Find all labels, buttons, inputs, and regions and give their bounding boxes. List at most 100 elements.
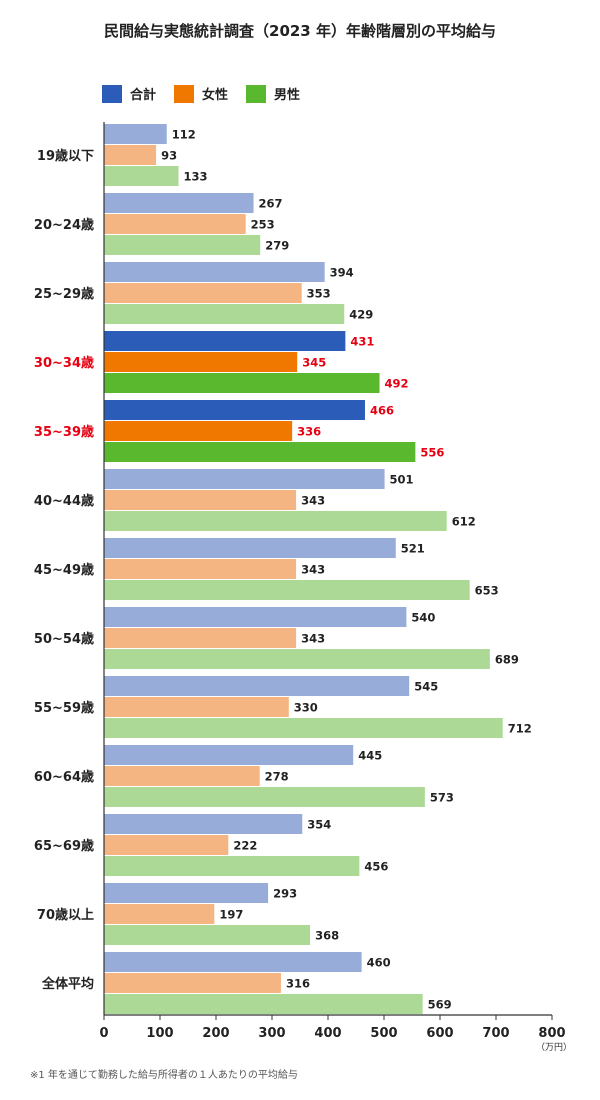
bar — [104, 904, 215, 924]
legend-label: 合計 — [130, 88, 157, 103]
bar — [104, 856, 360, 876]
bar — [104, 214, 246, 234]
data-label: 501 — [390, 473, 414, 487]
bar — [104, 511, 447, 531]
data-label: 336 — [297, 425, 321, 439]
bar — [104, 304, 345, 324]
bar — [104, 925, 311, 945]
data-label: 545 — [414, 680, 438, 694]
x-tick-label: 100 — [146, 1026, 173, 1041]
data-label: 456 — [364, 860, 388, 874]
category-label: 20~24歳 — [34, 217, 94, 233]
data-label: 653 — [475, 584, 499, 598]
legend-item: 女性 — [174, 84, 228, 103]
category-label: 55~59歳 — [34, 700, 94, 716]
category-label: 65~69歳 — [34, 838, 94, 854]
legend: 合計 女性 男性 — [102, 84, 300, 103]
data-label: 394 — [330, 266, 354, 280]
data-label: 267 — [259, 197, 283, 211]
category-label: 30~34歳 — [34, 355, 94, 371]
bar — [104, 442, 416, 462]
data-label: 368 — [315, 929, 339, 943]
data-label: 279 — [265, 239, 289, 253]
category-label: 45~49歳 — [34, 562, 94, 578]
bar — [104, 421, 293, 441]
bar — [104, 331, 346, 351]
data-label: 689 — [495, 653, 519, 667]
bar — [104, 787, 425, 807]
data-label: 460 — [367, 956, 391, 970]
data-label: 330 — [294, 701, 318, 715]
legend-label: 女性 — [202, 88, 229, 103]
bar — [104, 559, 297, 579]
data-label: 93 — [161, 149, 177, 163]
data-label: 431 — [350, 335, 374, 349]
data-label: 197 — [219, 908, 243, 922]
category-label: 19歳以下 — [37, 148, 94, 164]
bar — [104, 745, 354, 765]
data-label: 253 — [251, 218, 275, 232]
bar — [104, 490, 297, 510]
data-label: 429 — [349, 308, 373, 322]
bar — [104, 814, 303, 834]
data-label: 316 — [286, 977, 310, 991]
bar — [104, 166, 179, 186]
x-tick-label: 700 — [482, 1026, 509, 1041]
data-label: 343 — [301, 632, 325, 646]
data-label: 354 — [307, 818, 331, 832]
bar — [104, 649, 490, 669]
bar — [104, 973, 281, 993]
data-label: 345 — [302, 356, 326, 370]
bar — [104, 352, 298, 372]
legend-item: 合計 — [102, 84, 156, 103]
bar — [104, 193, 254, 213]
x-tick-label: 0 — [99, 1026, 108, 1041]
legend-swatch — [102, 84, 122, 103]
category-label: 60~64歳 — [34, 769, 94, 785]
bar — [104, 373, 380, 393]
data-label: 293 — [273, 887, 297, 901]
bar — [104, 262, 325, 282]
bar — [104, 835, 229, 855]
data-label: 343 — [301, 563, 325, 577]
x-tick-label: 200 — [202, 1026, 229, 1041]
x-tick-label: 600 — [426, 1026, 453, 1041]
x-axis-unit: （万円） — [536, 1043, 573, 1053]
x-tick-label: 500 — [370, 1026, 397, 1041]
x-tick-label: 800 — [538, 1026, 565, 1041]
x-tick-label: 300 — [258, 1026, 285, 1041]
data-label: 492 — [385, 377, 409, 391]
bar — [104, 469, 385, 489]
data-label: 573 — [430, 791, 454, 805]
bar — [104, 400, 365, 420]
legend-swatch — [174, 84, 195, 103]
data-label: 112 — [172, 128, 196, 142]
legend-label: 男性 — [274, 88, 301, 103]
bar — [104, 628, 297, 648]
category-label: 50~54歳 — [34, 631, 94, 647]
data-label: 133 — [183, 170, 207, 184]
data-label: 222 — [233, 839, 257, 853]
data-label: 569 — [428, 998, 452, 1012]
bar — [104, 283, 302, 303]
data-label: 343 — [301, 494, 325, 508]
bar — [104, 883, 269, 903]
bar — [104, 145, 157, 165]
category-label: 35~39歳 — [34, 424, 94, 440]
category-label: 全体平均 — [41, 976, 94, 992]
bar — [104, 718, 503, 738]
data-label: 540 — [411, 611, 435, 625]
bar — [104, 676, 410, 696]
chart-title: 民間給与実態統計調査（2023 年）年齢階層別の平均給与 — [104, 22, 496, 40]
category-label: 40~44歳 — [34, 493, 94, 509]
x-tick-label: 400 — [314, 1026, 341, 1041]
data-label: 521 — [401, 542, 425, 556]
data-label: 466 — [370, 404, 394, 418]
bar — [104, 994, 423, 1014]
data-label: 612 — [452, 515, 476, 529]
bar — [104, 124, 167, 144]
bar — [104, 766, 260, 786]
data-label: 445 — [358, 749, 382, 763]
category-label: 25~29歳 — [34, 286, 94, 302]
